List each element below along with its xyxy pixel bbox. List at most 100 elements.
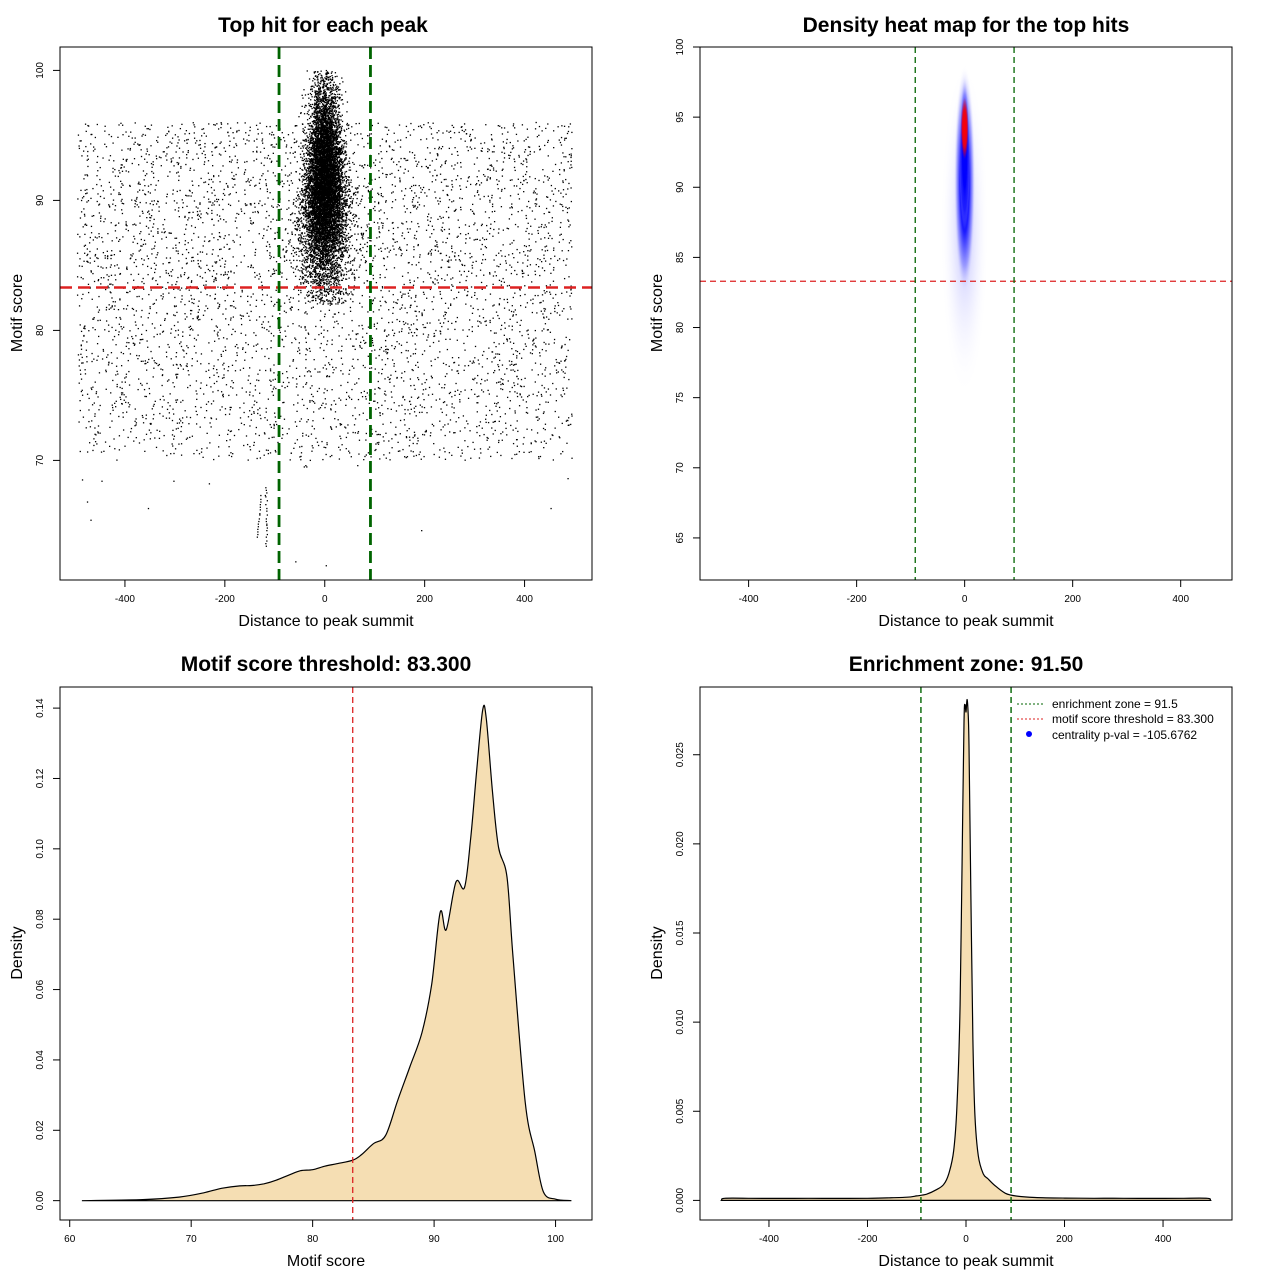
scatter-point xyxy=(231,171,233,174)
scatter-point xyxy=(118,267,120,269)
scatter-point xyxy=(197,263,199,265)
scatter-point xyxy=(114,305,116,307)
scatter-point xyxy=(393,149,395,151)
scatter-point xyxy=(513,384,516,387)
scatter-point xyxy=(563,168,565,171)
scatter-point xyxy=(349,204,352,206)
scatter-point xyxy=(177,334,180,336)
scatter-point xyxy=(310,211,312,213)
scatter-point xyxy=(474,222,476,224)
scatter-point xyxy=(147,258,150,260)
scatter-point xyxy=(527,395,529,398)
scatter-point xyxy=(413,129,415,131)
scatter-point xyxy=(571,318,573,320)
scatter-point xyxy=(247,295,249,297)
scatter-point xyxy=(480,248,482,250)
scatter-point xyxy=(84,373,87,375)
scatter-point xyxy=(286,432,288,435)
scatter-point xyxy=(448,452,451,454)
scatter-point xyxy=(148,312,150,315)
scatter-point xyxy=(106,356,108,358)
scatter-point xyxy=(137,191,139,193)
scatter-point xyxy=(375,159,377,161)
scatter-point xyxy=(500,378,502,380)
scatter-point xyxy=(499,297,501,300)
scatter-point xyxy=(491,205,494,208)
scatter-point xyxy=(287,158,289,160)
scatter-point xyxy=(154,400,156,403)
scatter-point xyxy=(561,125,563,127)
scatter-point xyxy=(444,161,446,163)
scatter-point xyxy=(402,223,404,225)
scatter-point xyxy=(533,151,536,153)
scatter-point xyxy=(352,193,355,195)
scatter-point xyxy=(200,451,203,453)
scatter-point xyxy=(353,367,355,369)
scatter-point xyxy=(493,371,495,374)
scatter-point xyxy=(353,285,356,287)
scatter-point xyxy=(496,395,498,397)
scatter-point xyxy=(144,125,146,127)
scatter-point xyxy=(571,246,573,248)
scatter-point xyxy=(134,408,136,410)
scatter-point xyxy=(453,407,455,409)
scatter-point xyxy=(322,458,324,461)
scatter-point xyxy=(252,395,254,397)
scatter-point xyxy=(118,415,120,418)
scatter-point xyxy=(175,399,177,401)
scatter-point xyxy=(346,204,348,206)
scatter-point xyxy=(311,450,313,452)
scatter-point xyxy=(245,181,247,183)
scatter-point xyxy=(166,408,169,411)
scatter-point xyxy=(201,135,203,137)
scatter-point xyxy=(480,281,483,284)
scatter-point xyxy=(534,192,536,194)
scatter-point xyxy=(225,384,228,386)
scatter-point xyxy=(302,435,304,437)
scatter-point xyxy=(542,427,545,430)
scatter-point xyxy=(211,233,213,235)
scatter-point xyxy=(413,246,415,248)
scatter-point xyxy=(489,321,491,324)
scatter-point xyxy=(323,446,325,448)
scatter-point xyxy=(188,374,190,376)
scatter-point xyxy=(285,152,287,154)
scatter-point xyxy=(405,136,407,139)
scatter-point xyxy=(502,141,505,143)
scatter-point xyxy=(109,291,111,293)
scatter-point xyxy=(91,420,93,422)
scatter-point xyxy=(215,279,217,281)
scatter-point xyxy=(80,390,83,393)
scatter-point xyxy=(424,158,427,161)
scatter-point xyxy=(115,329,117,331)
scatter-point xyxy=(202,222,204,224)
scatter-point xyxy=(336,183,338,185)
scatter-point xyxy=(110,222,112,224)
scatter-point xyxy=(236,343,238,346)
scatter-point xyxy=(150,215,153,217)
scatter-point xyxy=(351,388,353,391)
scatter-point xyxy=(367,355,369,357)
scatter-point xyxy=(192,247,194,249)
scatter-point xyxy=(238,129,240,132)
scatter-point xyxy=(302,276,304,278)
scatter-point xyxy=(276,206,278,208)
scatter-point xyxy=(122,236,124,238)
scatter-point xyxy=(362,412,364,414)
scatter-point xyxy=(523,191,525,193)
scatter-point xyxy=(306,407,308,410)
scatter-point xyxy=(523,151,526,153)
scatter-point xyxy=(399,166,402,168)
scatter-point xyxy=(426,322,428,324)
scatter-point xyxy=(105,309,108,311)
scatter-point xyxy=(360,200,362,202)
scatter-point xyxy=(184,313,186,315)
scatter-point xyxy=(511,305,513,307)
scatter-point xyxy=(297,309,300,311)
scatter-point xyxy=(227,370,229,372)
scatter-point xyxy=(391,396,393,398)
scatter-point xyxy=(83,195,85,198)
scatter-point xyxy=(563,393,566,395)
scatter-point xyxy=(128,342,130,344)
scatter-point xyxy=(549,394,552,396)
